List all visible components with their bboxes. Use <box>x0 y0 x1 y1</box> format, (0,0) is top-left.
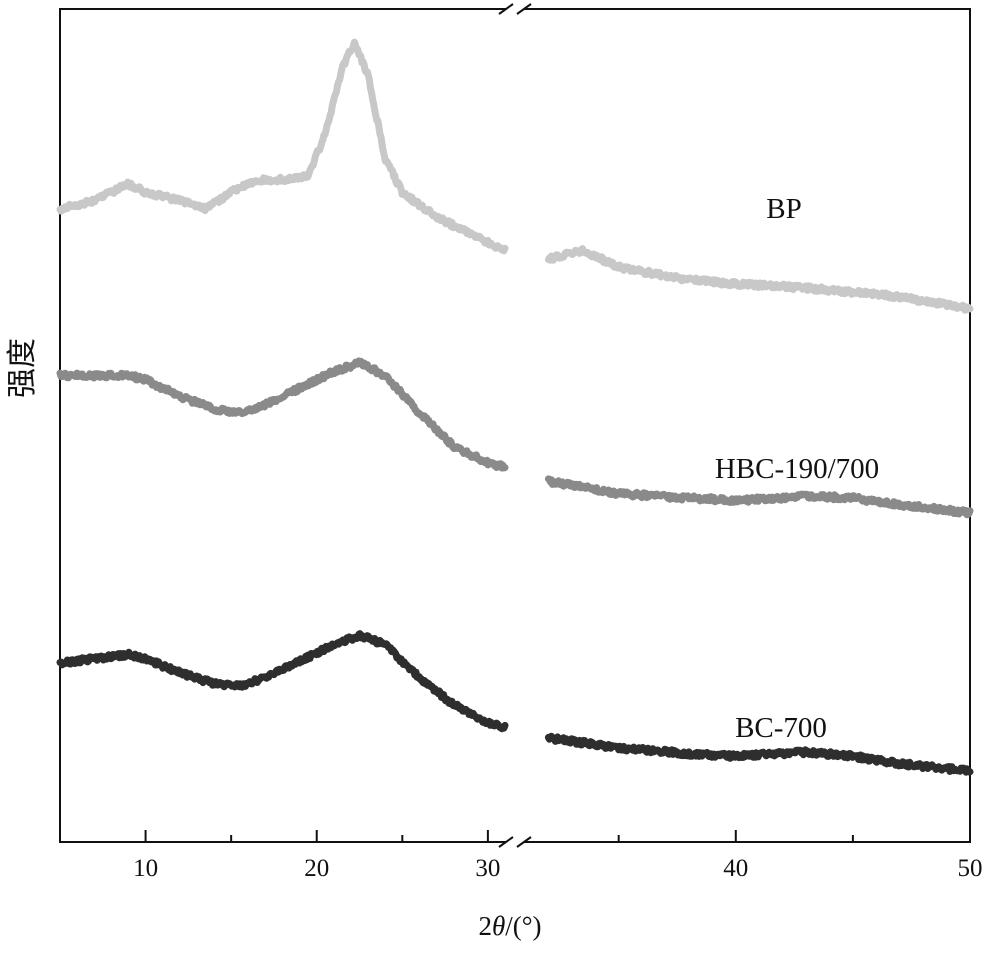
x-tick-label: 40 <box>723 855 748 882</box>
x-tick-label: 30 <box>475 855 500 882</box>
x-tick-label: 10 <box>133 855 158 882</box>
series-2 <box>56 630 974 776</box>
series-1 <box>56 357 974 519</box>
series-label-2: BC-700 <box>735 712 827 744</box>
series-line-0-0 <box>56 38 509 255</box>
axis-break-gap-0 <box>506 6 524 12</box>
series-line-1-1 <box>544 475 974 519</box>
axis-break-gap-1 <box>506 839 524 845</box>
series-line-2-1 <box>544 732 974 776</box>
axis-break-slash-a-0 <box>498 3 514 15</box>
axis-break-slash-b-1 <box>516 836 532 848</box>
axis-layer: 10 20 30 40 50 <box>59 3 983 882</box>
series-layer <box>56 38 974 776</box>
plot-frame <box>59 8 971 843</box>
series-line-1-0 <box>56 357 509 472</box>
y-axis-title: 强度 <box>6 338 39 398</box>
series-label-0: BP <box>766 193 801 225</box>
x-tick-label: 50 <box>958 855 983 882</box>
series-line-0-1 <box>544 245 974 314</box>
series-label-1: HBC-190/700 <box>715 453 879 485</box>
label-layer: BP HBC-190/700 BC-700 <box>715 193 879 744</box>
series-line-2-0 <box>56 630 509 733</box>
axis-break-slash-a-1 <box>498 836 514 848</box>
x-axis-title: 2θ/(°) <box>478 911 541 941</box>
axis-break-slash-b-0 <box>516 3 532 15</box>
series-0 <box>56 38 974 314</box>
x-tick-label: 20 <box>304 855 329 882</box>
